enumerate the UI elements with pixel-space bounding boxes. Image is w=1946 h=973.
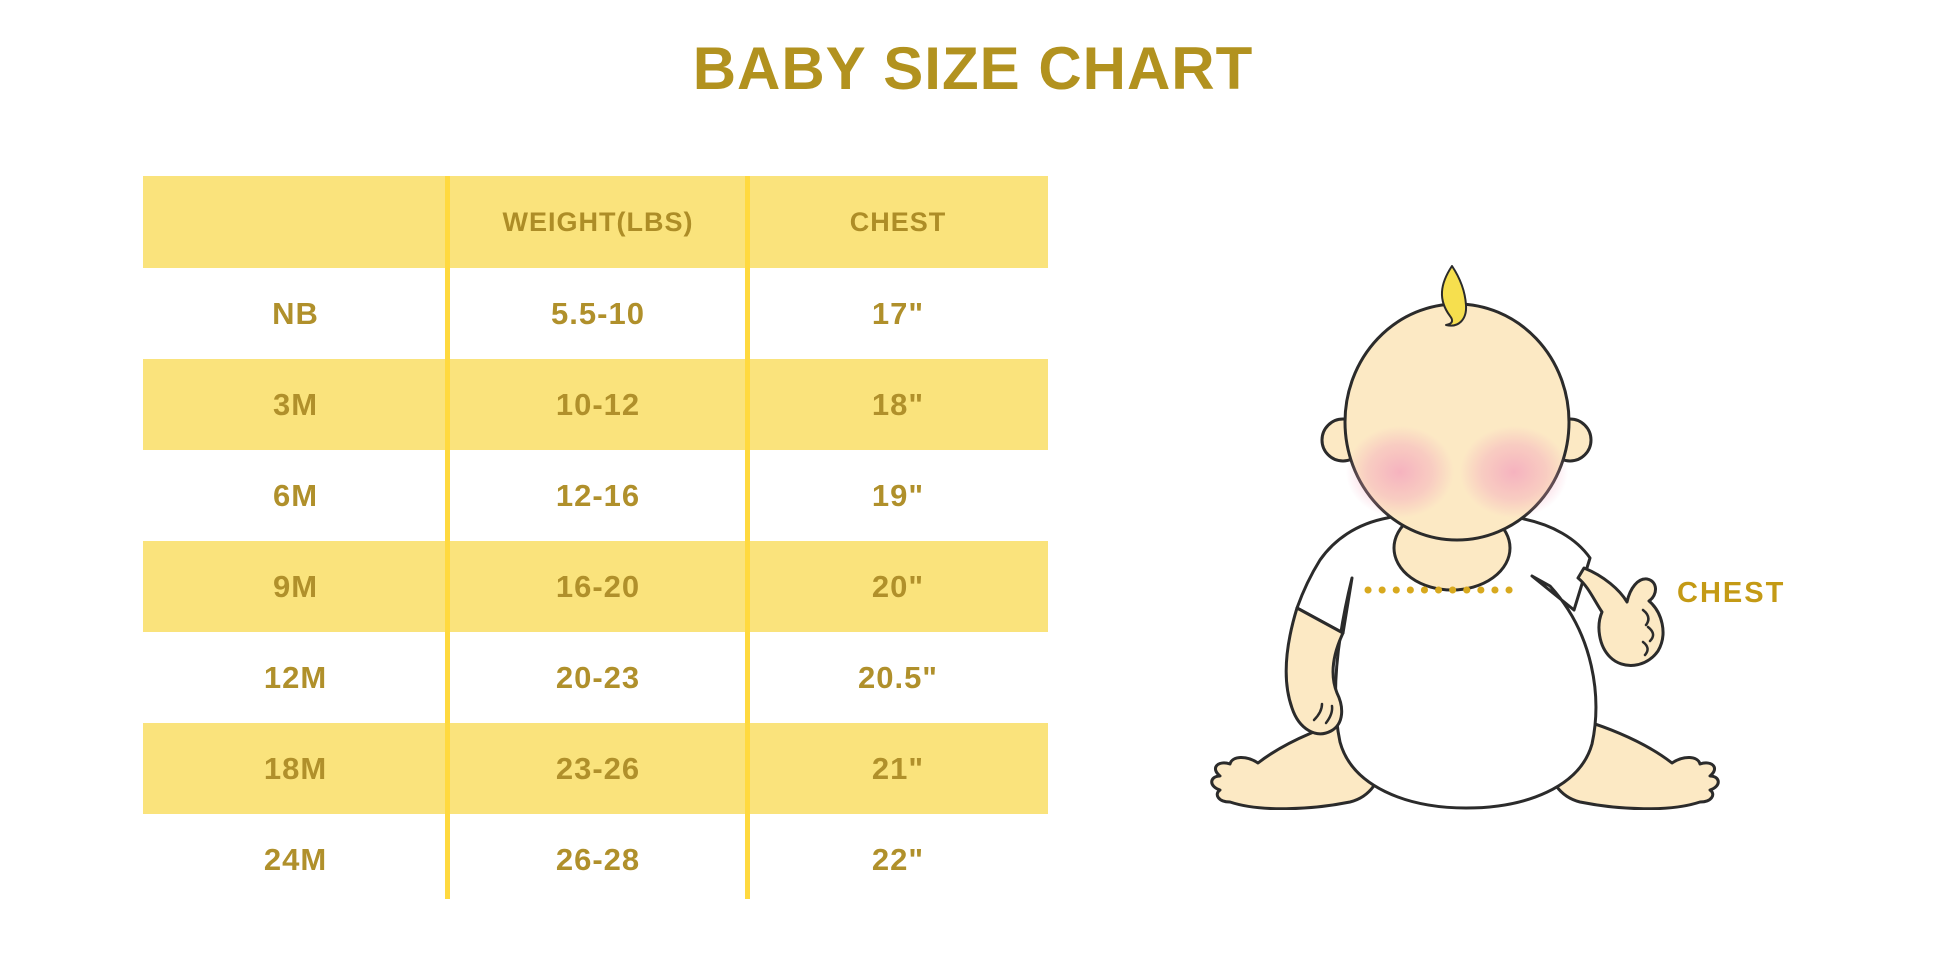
page-title: BABY SIZE CHART — [692, 35, 1254, 102]
header-cell-chest: CHEST — [849, 206, 947, 237]
cell-chest: 20" — [871, 568, 925, 604]
table-row-9m: 9M 16-20 20" — [143, 541, 1048, 632]
baby-fist-knuckles — [1641, 608, 1655, 657]
baby-blush-left — [1346, 426, 1454, 518]
cell-weight: 26-28 — [555, 841, 641, 877]
cell-weight: 23-26 — [555, 750, 641, 786]
baby-illustration-svg: CHEST — [1210, 265, 1785, 811]
table-header-row: WEIGHT(LBS) CHEST — [143, 176, 1048, 268]
table-body: NB 5.5-10 17" 3M 10-12 18" 6M 12-16 19" … — [143, 268, 1048, 905]
cell-chest: 18" — [871, 386, 925, 422]
cell-chest: 21" — [871, 750, 925, 786]
column-divider-2 — [745, 176, 750, 899]
table-row-12m: 12M 20-23 20.5" — [143, 632, 1048, 723]
cell-size: 18M — [263, 750, 328, 786]
cell-weight: 12-16 — [555, 477, 641, 513]
baby-hand-left-fingers — [1312, 702, 1334, 725]
chest-label: CHEST — [1677, 577, 1785, 609]
cell-weight: 5.5-10 — [551, 295, 645, 331]
column-divider-1 — [445, 176, 450, 899]
cell-size: NB — [272, 295, 319, 331]
cell-chest: 20.5" — [857, 659, 939, 695]
header-cell-weight: WEIGHT(LBS) — [502, 206, 694, 237]
baby-arm-right-fist — [1576, 566, 1665, 667]
baby-illustration: CHEST — [1180, 250, 1920, 811]
size-table: WEIGHT(LBS) CHEST NB 5.5-10 17" 3M 10-12… — [143, 176, 1048, 905]
cell-chest: 22" — [871, 841, 925, 877]
cell-weight: 16-20 — [555, 568, 641, 604]
cell-size: 6M — [272, 477, 319, 513]
cell-weight: 20-23 — [555, 659, 641, 695]
header-cell-size — [143, 176, 448, 268]
table-row-nb: NB 5.5-10 17" — [143, 268, 1048, 359]
cell-chest: 19" — [871, 477, 925, 513]
cell-size: 12M — [263, 659, 328, 695]
table-row-3m: 3M 10-12 18" — [143, 359, 1048, 450]
baby-onesie — [1295, 509, 1598, 810]
cell-size: 24M — [263, 841, 328, 877]
cell-chest: 17" — [871, 295, 925, 331]
baby-blush-right — [1460, 426, 1568, 518]
table-row-6m: 6M 12-16 19" — [143, 450, 1048, 541]
cell-weight: 10-12 — [555, 386, 641, 422]
cell-size: 9M — [272, 568, 319, 604]
cell-size: 3M — [272, 386, 319, 422]
baby-hair-curl — [1441, 265, 1468, 327]
table-row-24m: 24M 26-28 22" — [143, 814, 1048, 905]
baby-arm-left — [1284, 606, 1345, 736]
table-row-18m: 18M 23-26 21" — [143, 723, 1048, 814]
